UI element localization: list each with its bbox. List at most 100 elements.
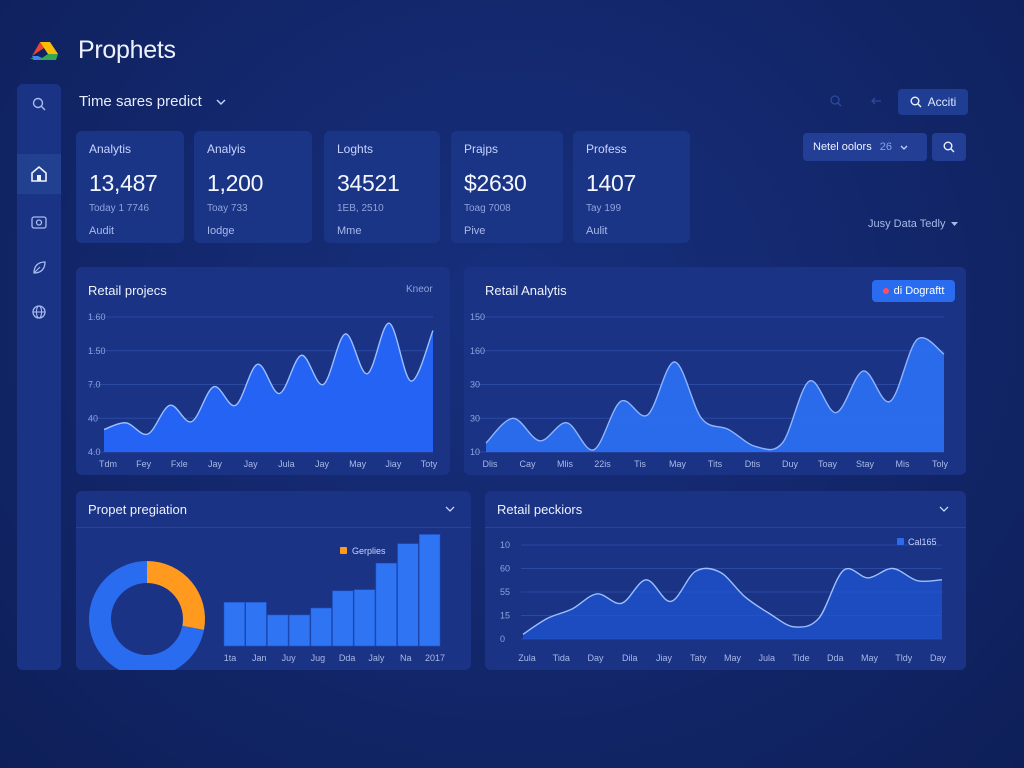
- sidebar-camera[interactable]: [17, 202, 61, 242]
- x-tick-label: 22is: [594, 459, 611, 469]
- y-tick-label: 15: [500, 611, 510, 621]
- y-tick-label: 7.0: [88, 380, 101, 390]
- header-search-button[interactable]: Acciti: [898, 89, 968, 115]
- filter-select-suffix: 26: [880, 141, 892, 153]
- bar: [311, 608, 332, 646]
- x-tick-label: Juy: [282, 653, 297, 663]
- x-tick-label: Toly: [932, 459, 949, 469]
- panel-action-link[interactable]: Kneor: [406, 284, 433, 295]
- y-tick-label: 30: [470, 413, 480, 423]
- x-tick-label: 2017: [425, 653, 445, 663]
- page-subtitle: Time sares predict: [79, 93, 202, 110]
- sidebar-leaf[interactable]: [17, 248, 61, 288]
- legend-swatch: [340, 547, 347, 554]
- x-tick-label: Jaly: [368, 653, 385, 663]
- kpi-foot: Iodge: [207, 225, 299, 237]
- kpi-foot: Aulit: [586, 225, 677, 237]
- x-tick-label: Jay: [208, 459, 223, 469]
- kpi-card[interactable]: Analyis 1,200 Toay 733 Iodge: [194, 131, 312, 243]
- bar: [354, 590, 375, 646]
- kpi-card[interactable]: Loghts 34521 1EB, 2510 Mme: [324, 131, 440, 243]
- y-tick-label: 60: [500, 564, 510, 574]
- area-series: [523, 568, 942, 639]
- x-tick-label: Jiay: [656, 653, 673, 663]
- sidebar: [17, 84, 61, 670]
- y-tick-label: 4.0: [88, 447, 101, 457]
- x-tick-label: Cay: [519, 459, 536, 469]
- y-tick-label: 150: [470, 312, 485, 322]
- search-icon: [910, 96, 922, 108]
- model-selector[interactable]: Time sares predict: [79, 93, 226, 110]
- kpi-foot: Audit: [89, 225, 171, 237]
- filter-select-label: Netel oolors: [813, 141, 872, 153]
- search-icon: [32, 97, 46, 111]
- kpi-sub: Toay 733: [207, 203, 299, 214]
- header-search-label: Acciti: [928, 95, 957, 109]
- x-tick-label: Dila: [622, 653, 638, 663]
- leaf-icon: [31, 260, 47, 276]
- legend-label: Gerplies: [352, 546, 386, 556]
- x-tick-label: Fxle: [171, 459, 188, 469]
- area-series: [104, 323, 433, 452]
- x-tick-label: Tis: [634, 459, 646, 469]
- geography-button[interactable]: di Dograftt: [872, 280, 955, 302]
- x-tick-label: Na: [400, 653, 412, 663]
- x-tick-label: Day: [930, 653, 947, 663]
- y-tick-label: 10: [470, 447, 480, 457]
- x-tick-label: Tits: [708, 459, 723, 469]
- x-tick-label: Toay: [818, 459, 838, 469]
- faint-search-icon[interactable]: [830, 95, 842, 107]
- x-tick-label: Jug: [311, 653, 326, 663]
- bar: [246, 602, 267, 646]
- chevron-down-icon[interactable]: [445, 506, 455, 512]
- logo-icon: [26, 36, 62, 64]
- kpi-card[interactable]: Analytis 13,487 Today 1 7746 Audit: [76, 131, 184, 243]
- status-dot: [883, 288, 889, 294]
- app-title: Prophets: [78, 36, 176, 65]
- kpi-label: Analyis: [207, 142, 299, 156]
- kpi-foot: Pive: [464, 225, 550, 237]
- color-filter-select[interactable]: Netel oolors 26: [803, 133, 927, 161]
- bar: [419, 534, 440, 646]
- x-tick-label: May: [724, 653, 742, 663]
- date-range-label: Jusy Data Tedly: [868, 218, 945, 230]
- donut-slice: [147, 561, 205, 630]
- panel-title: Retail projecs: [88, 283, 167, 298]
- kpi-card[interactable]: Prajps $2630 Toag 7008 Pive: [451, 131, 563, 243]
- sidebar-globe[interactable]: [17, 292, 61, 332]
- kpi-foot: Mme: [337, 225, 427, 237]
- x-tick-label: Day: [587, 653, 604, 663]
- sidebar-search[interactable]: [17, 84, 61, 124]
- chevron-down-icon[interactable]: [939, 506, 949, 512]
- y-tick-label: 40: [88, 413, 98, 423]
- kpi-value: 34521: [337, 170, 427, 197]
- x-tick-label: Tida: [553, 653, 570, 663]
- y-tick-label: 55: [500, 587, 510, 597]
- kpi-label: Prajps: [464, 142, 550, 156]
- filter-search-button[interactable]: [932, 133, 966, 161]
- x-tick-label: May: [669, 459, 687, 469]
- bar: [333, 591, 354, 646]
- date-range-select[interactable]: Jusy Data Tedly: [868, 218, 958, 230]
- caret-down-icon: [951, 222, 958, 227]
- retail-projects-chart: 4.0 40 7.0 1.50 1.60 Tdm Fey Fxle Jay Jay Jula Jay M…: [76, 307, 450, 475]
- faint-arrow-icon[interactable]: [870, 96, 882, 106]
- sidebar-home[interactable]: [17, 154, 61, 194]
- x-tick-label: May: [349, 459, 367, 469]
- x-tick-label: Zula: [518, 653, 536, 663]
- bar: [376, 563, 397, 646]
- x-tick-label: Dda: [827, 653, 844, 663]
- kpi-sub: Toag 7008: [464, 203, 550, 214]
- bar: [267, 615, 288, 646]
- y-tick-label: 0: [500, 634, 505, 644]
- kpi-card[interactable]: Profess 1407 Tay 199 Aulit: [573, 131, 690, 243]
- y-tick-label: 160: [470, 346, 485, 356]
- x-tick-label: Dlis: [483, 459, 498, 469]
- kpi-sub: Tay 199: [586, 203, 677, 214]
- x-tick-label: Tide: [792, 653, 809, 663]
- bar: [224, 602, 245, 646]
- x-tick-label: Tdm: [99, 459, 117, 469]
- y-tick-label: 1.50: [88, 346, 106, 356]
- legend-label: Cal165: [908, 537, 937, 547]
- retail-analytics-chart: 10 30 30 160 150 Dlis Cay Mlis 22is Tis May Tits Dti…: [464, 307, 966, 475]
